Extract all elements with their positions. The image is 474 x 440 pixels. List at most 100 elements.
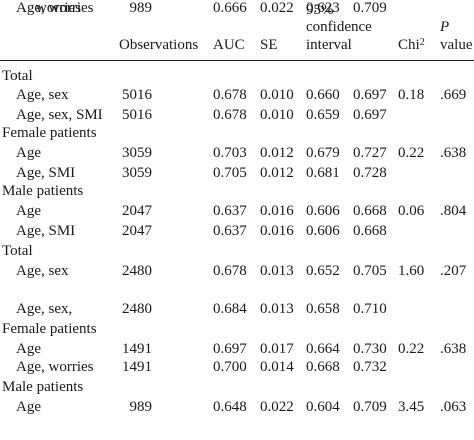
- cell-observations: 2480: [122, 263, 152, 279]
- cell-se: 0.013: [260, 301, 294, 317]
- group-label: Male patients: [2, 379, 84, 395]
- cell-chi2: 0.22: [398, 145, 425, 161]
- header-rule: [0, 60, 474, 61]
- header-chi: Chi2: [398, 37, 425, 54]
- cell-chi2: 1.60: [398, 263, 425, 279]
- header-p-line2: value: [440, 37, 473, 53]
- row-label: Age: [16, 341, 41, 357]
- cell-chi2: 3.45: [398, 399, 425, 415]
- cell-auc: 0.678: [213, 107, 247, 123]
- cell-ci-high: 0.709: [353, 0, 387, 16]
- cell-observations: 3059: [122, 165, 152, 181]
- cell-ci-low: 0.652: [306, 263, 340, 279]
- cell-se: 0.012: [260, 165, 294, 181]
- cell-auc: 0.648: [213, 399, 247, 415]
- cell-ci-low: 0.660: [306, 87, 340, 103]
- header-ci-line2: confidence: [306, 19, 372, 35]
- header-chi-base: Chi: [398, 37, 420, 53]
- cell-observations: 2047: [122, 203, 152, 219]
- row-label: Age: [16, 399, 41, 415]
- cell-p-value: .804: [440, 203, 467, 219]
- cell-chi2: 0.06: [398, 203, 425, 219]
- cell-auc: 0.700: [213, 359, 247, 375]
- header-ci-line3: interval: [306, 37, 352, 53]
- cell-ci-high: 0.728: [353, 165, 387, 181]
- cell-ci-high: 0.709: [353, 399, 387, 415]
- cell-observations: 989: [129, 399, 153, 415]
- header-p-line1: P: [440, 19, 450, 35]
- cell-ci-high: 0.730: [353, 341, 387, 357]
- cell-se: 0.013: [260, 263, 294, 279]
- cell-se: 0.016: [260, 203, 294, 219]
- group-label: Female patients: [2, 321, 97, 337]
- cell-observations: 1491: [122, 359, 152, 375]
- cell-ci-low: 0.623: [306, 0, 340, 16]
- cell-auc: 0.666: [213, 0, 247, 16]
- cell-auc: 0.678: [213, 87, 247, 103]
- cell-se: 0.016: [260, 223, 294, 239]
- row-label-line2: worries: [36, 0, 81, 16]
- cell-observations: 5016: [122, 87, 152, 103]
- cell-auc: 0.637: [213, 203, 247, 219]
- cell-observations: 2480: [122, 301, 152, 317]
- header-se: SE: [260, 37, 278, 53]
- cell-p-value: .063: [440, 399, 467, 415]
- cell-ci-high: 0.697: [353, 87, 387, 103]
- cell-observations: 5016: [122, 107, 152, 123]
- cell-ci-low: 0.606: [306, 223, 340, 239]
- cell-auc: 0.637: [213, 223, 247, 239]
- cell-p-value: .669: [440, 87, 467, 103]
- row-label: Age, sex: [16, 87, 69, 103]
- cell-ci-low: 0.679: [306, 145, 340, 161]
- cell-observations: 1491: [122, 341, 152, 357]
- cell-ci-high: 0.668: [353, 223, 387, 239]
- group-label: Total: [2, 68, 33, 84]
- cell-ci-low: 0.606: [306, 203, 340, 219]
- cell-auc: 0.697: [213, 341, 247, 357]
- cell-ci-high: 0.710: [353, 301, 387, 317]
- cell-auc: 0.703: [213, 145, 247, 161]
- header-auc: AUC: [213, 37, 245, 53]
- cell-observations: 2047: [122, 223, 152, 239]
- cell-chi2: 0.22: [398, 341, 425, 357]
- group-label: Male patients: [2, 183, 84, 199]
- row-label: Age, sex, SMI: [16, 107, 103, 123]
- cell-p-value: .638: [440, 341, 467, 357]
- row-label: Age: [16, 203, 41, 219]
- cell-ci-high: 0.668: [353, 203, 387, 219]
- cell-ci-high: 0.732: [353, 359, 387, 375]
- cell-ci-low: 0.668: [306, 359, 340, 375]
- cell-ci-low: 0.681: [306, 165, 340, 181]
- cell-ci-high: 0.727: [353, 145, 387, 161]
- cell-se: 0.012: [260, 145, 294, 161]
- cell-ci-low: 0.664: [306, 341, 340, 357]
- group-label: Female patients: [2, 125, 97, 141]
- cell-se: 0.022: [260, 399, 294, 415]
- header-chi-sup: 2: [419, 37, 425, 48]
- row-label: Age, sex,: [16, 301, 73, 317]
- row-label: Age, worries: [16, 359, 94, 375]
- row-label: Age, SMI: [16, 223, 76, 239]
- header-observations: Observations: [119, 37, 199, 53]
- header-ci-line1: 95%: [306, 2, 334, 18]
- cell-se: 0.017: [260, 341, 294, 357]
- cell-auc: 0.684: [213, 301, 247, 317]
- row-label: Age, SMI: [16, 165, 76, 181]
- group-label: Total: [2, 243, 33, 259]
- cell-chi2: 0.18: [398, 87, 425, 103]
- row-label: Age, worries: [16, 0, 94, 16]
- cell-ci-low: 0.604: [306, 399, 340, 415]
- cell-se: 0.022: [260, 0, 294, 16]
- row-label: Age: [16, 145, 41, 161]
- cell-ci-high: 0.697: [353, 107, 387, 123]
- cell-se: 0.014: [260, 359, 294, 375]
- cell-observations: 989: [129, 0, 153, 16]
- cell-auc: 0.705: [213, 165, 247, 181]
- cell-se: 0.010: [260, 107, 294, 123]
- cell-ci-low: 0.659: [306, 107, 340, 123]
- cell-se: 0.010: [260, 87, 294, 103]
- cell-auc: 0.678: [213, 263, 247, 279]
- cell-ci-low: 0.658: [306, 301, 340, 317]
- row-label: Age, sex: [16, 263, 69, 279]
